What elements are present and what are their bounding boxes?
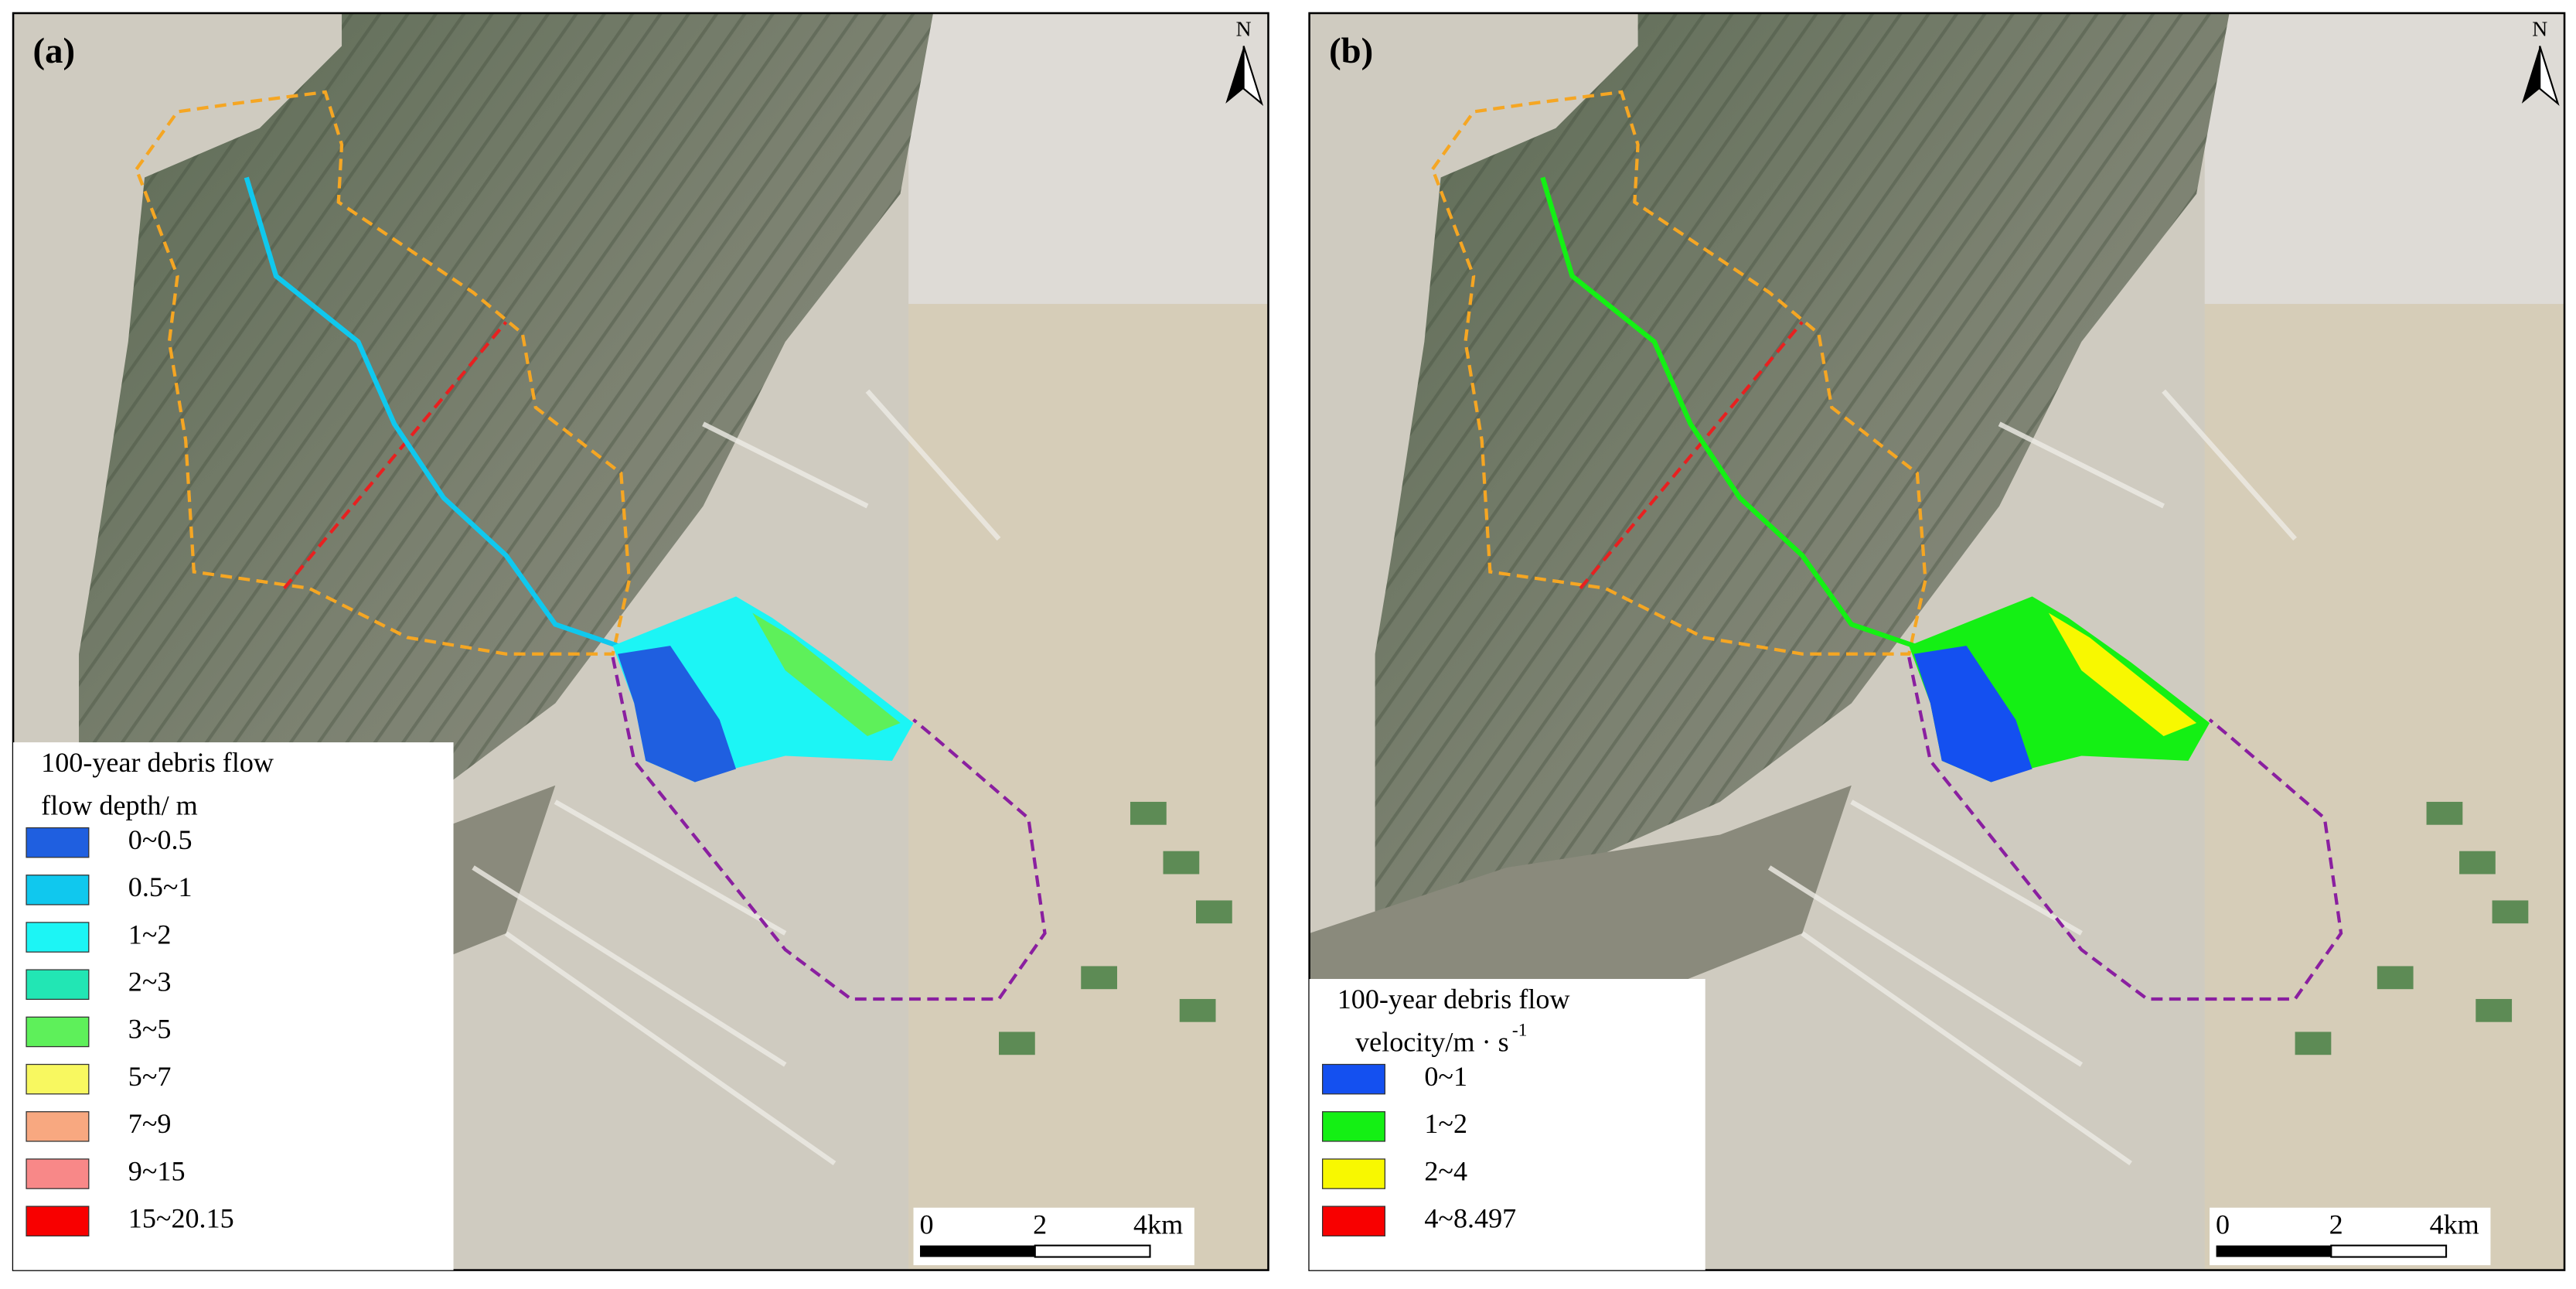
wash [1801, 931, 2132, 1166]
north-arrow-right [2539, 46, 2560, 106]
legend-label: 5~7 [128, 1061, 172, 1092]
scale-bar-label: 2 [2329, 1209, 2343, 1240]
scale-bar-white [2330, 1244, 2448, 1258]
scale-bar-label: 4km [1133, 1209, 1183, 1240]
legend-swatch [26, 1063, 90, 1095]
legend-title: velocity/m · s [1355, 1026, 1509, 1057]
scale-bar-label: 0 [2216, 1209, 2230, 1240]
legend-swatch [26, 1205, 90, 1237]
field [999, 1032, 1035, 1055]
panel-frame [12, 12, 1269, 1271]
legend-label: 0~0.5 [128, 824, 193, 855]
plain-right [908, 304, 1269, 1270]
field [1081, 966, 1118, 990]
legend-swatch [26, 1158, 90, 1189]
legend-title: 100-year debris flow [1337, 984, 1570, 1014]
scale-bar-label: 2 [1033, 1209, 1047, 1240]
legend-label: 3~5 [128, 1014, 172, 1045]
legend-swatch [1321, 1111, 1386, 1142]
legend-swatch [26, 969, 90, 1001]
legend-title-sup: -1 [1512, 1020, 1527, 1040]
wash [504, 931, 837, 1166]
field [1196, 900, 1232, 924]
flow-channel [244, 176, 619, 649]
legend-swatch [1321, 1063, 1386, 1095]
mountain-ridges [79, 12, 934, 933]
scale-bar-black [2216, 1245, 2332, 1257]
wash [702, 421, 869, 509]
legend-title: flow depth/ m [41, 789, 198, 820]
field [2426, 801, 2463, 825]
legend-box [13, 742, 454, 1270]
flow-fan-high [752, 612, 901, 736]
mountain-ridges [1375, 12, 2230, 933]
scale-bar-label: 0 [919, 1209, 933, 1240]
map-panel: (b) N 100-year debris flow velocity/m · s -1… [1308, 12, 2566, 1271]
flow-fan-high [2048, 612, 2197, 736]
field [1163, 851, 1200, 875]
legend-swatch [26, 1111, 90, 1142]
north-arrow-left [1225, 46, 1244, 104]
scale-bar-white [1034, 1244, 1151, 1258]
legend-label: 0.5~1 [128, 871, 193, 902]
legend-swatch [26, 827, 90, 858]
panel-label: (a) [33, 31, 75, 71]
legend-label: 1~2 [1424, 1108, 1467, 1139]
wash [1767, 865, 2084, 1067]
field [2377, 966, 2414, 990]
legend-label: 15~20.15 [128, 1203, 234, 1234]
field [2492, 900, 2529, 924]
wash [1850, 800, 2083, 936]
panel-label: (b) [1329, 31, 1373, 71]
legend-label: 0~1 [1424, 1061, 1467, 1092]
profile-line [283, 321, 508, 590]
legend-label: 4~8.497 [1424, 1203, 1516, 1234]
field [2295, 1032, 2332, 1055]
legend-label: 7~9 [128, 1108, 172, 1139]
field [2459, 851, 2496, 875]
legend-label: 9~15 [128, 1155, 186, 1186]
plain-right [2204, 304, 2565, 1270]
flow-channel [1540, 176, 1915, 649]
mountains-south [1309, 785, 1852, 999]
map-panel: (a) N 100-year debris flow flow depth/ m 0~0… [12, 12, 1269, 1271]
legend-label: 2~3 [128, 967, 172, 997]
legend-swatch [26, 875, 90, 905]
north-label: N [1236, 17, 1252, 41]
scale-bar-black [920, 1245, 1035, 1257]
watershed-outline [135, 90, 632, 656]
legend-swatch [26, 922, 90, 953]
wash [2162, 389, 2297, 541]
wash [1998, 421, 2165, 509]
legend-swatch [1321, 1158, 1386, 1189]
panel-frame [1308, 12, 2566, 1271]
scale-bar-label: 4km [2430, 1209, 2479, 1240]
legend-swatch [1321, 1205, 1386, 1237]
flow-fan-low [618, 646, 737, 783]
profile-line [1579, 321, 1804, 590]
fan-outline [611, 656, 1047, 1001]
legend-label: 2~4 [1424, 1155, 1467, 1186]
field [1130, 801, 1167, 825]
field [1179, 998, 1216, 1022]
legend-label: 1~2 [128, 919, 172, 950]
plain-upper [2204, 12, 2565, 305]
wash [472, 865, 787, 1067]
flow-fan-low [1913, 646, 2033, 783]
plain-upper [908, 12, 1269, 305]
field [2475, 998, 2513, 1022]
watershed-outline [1431, 90, 1927, 656]
north-arrow-right [1242, 46, 1264, 106]
legend-title: 100-year debris flow [41, 747, 274, 778]
north-label: N [2532, 17, 2547, 41]
fan-outline [1907, 656, 2343, 1001]
legend-swatch [26, 1016, 90, 1048]
wash [865, 389, 1001, 541]
wash [554, 800, 787, 936]
